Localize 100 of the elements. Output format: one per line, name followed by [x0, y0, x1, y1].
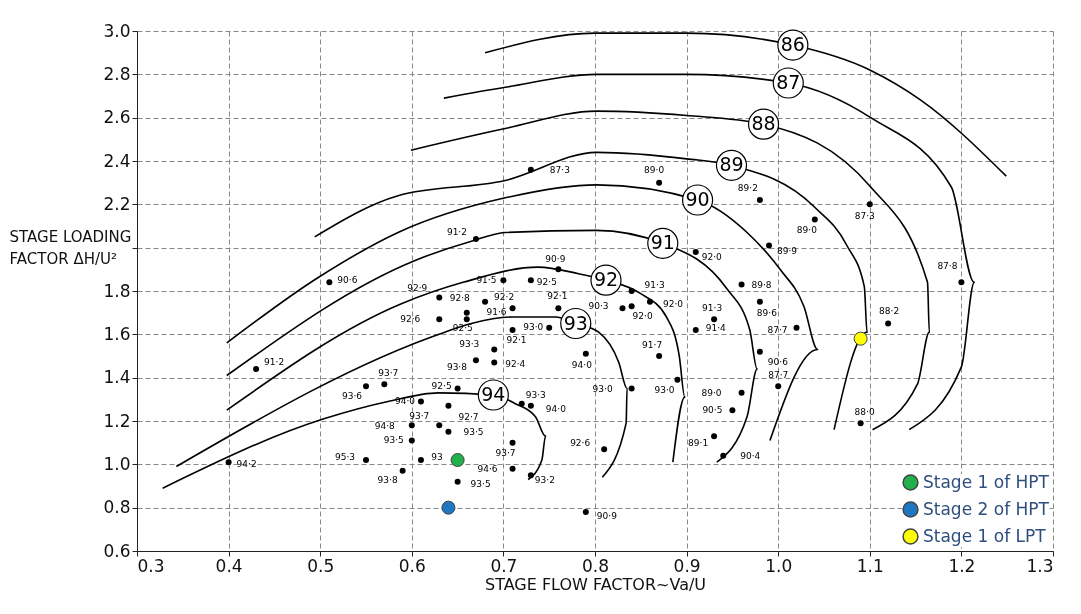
annotation: 93·6 [341, 391, 363, 402]
y-tick-label: 1.8 [103, 280, 131, 301]
annotation: 93·2 [534, 475, 555, 486]
y-tick-label: 2.2 [103, 193, 131, 214]
annotation: 92·5 [536, 277, 557, 288]
y-tick-label: 1.0 [103, 453, 131, 474]
series-label: 94 [481, 383, 506, 405]
x-tick-label: 0.9 [673, 555, 701, 576]
annotation: 89·0 [796, 224, 818, 235]
annotation: 92·5 [431, 380, 452, 391]
annotation: 87·7 [767, 324, 788, 335]
annotation: 87·7 [768, 370, 789, 381]
point [853, 331, 868, 346]
annotation: 93·8 [377, 474, 398, 485]
annotation: 93·0 [523, 321, 544, 332]
annotation: 92·0 [632, 311, 653, 322]
y-tick-label: 0.6 [103, 540, 131, 561]
annotation: 93·0 [592, 383, 613, 394]
x-tick-label: 0.3 [137, 555, 165, 576]
annotation: 89·1 [688, 438, 709, 449]
annotation: 87·3 [549, 164, 570, 175]
series-label: 92 [593, 268, 619, 291]
annotation: 87·3 [854, 211, 875, 222]
annotation: 93·5 [383, 434, 404, 445]
annotation: 89·8 [751, 279, 772, 290]
x-tick-label: 1.2 [948, 555, 976, 576]
annotation: 93·7 [409, 411, 430, 422]
annotation: 92·6 [570, 438, 591, 449]
series-label: 89 [719, 153, 744, 176]
annotation: 89·2 [737, 183, 758, 193]
annotation: 90·9 [545, 254, 566, 265]
annotation: 94·0 [394, 395, 416, 406]
annotation: 87·8 [937, 261, 958, 272]
series-label: 91 [650, 231, 675, 254]
y-tick-label: 2.8 [103, 63, 131, 84]
annotation: 89·0 [644, 164, 665, 175]
annotation: 88·2 [879, 305, 900, 316]
annotation: 92·0 [662, 298, 684, 309]
annotation: 92·0 [701, 252, 723, 262]
annotation: 90·9 [596, 511, 618, 521]
annotation: 92·1 [547, 291, 568, 302]
annotation: 94·8 [374, 421, 396, 432]
annotation: 93·0 [654, 384, 675, 395]
annotation: 92·4 [505, 358, 526, 369]
annotation: 90·6 [767, 356, 789, 367]
annotation: 92·6 [400, 314, 421, 325]
series-label: 90 [685, 188, 710, 210]
annotation: 91·2 [264, 357, 285, 367]
y-tick-label: 1.2 [103, 410, 131, 431]
annotation: 92·7 [458, 411, 479, 422]
legend-label: Stage 1 of HPT [923, 471, 1050, 492]
annotation: 92·1 [506, 335, 527, 345]
y-tick-label: 2.4 [103, 150, 131, 171]
point [441, 500, 456, 515]
x-axis-title: STAGE FLOW FACTOR~Va/U [484, 574, 707, 594]
annotation: 94·2 [236, 459, 257, 470]
y-axis-title: STAGE LOADING FACTOR ΔH/U² [9, 227, 132, 268]
legend-label: Stage 1 of LPT [923, 525, 1047, 546]
annotation: 92·8 [449, 292, 471, 303]
annotation: 93·8 [446, 362, 468, 373]
annotation: 92·2 [494, 291, 515, 302]
x-tick-label: 0.4 [215, 555, 243, 576]
x-tick-label: 1.3 [1026, 555, 1054, 576]
annotation: 94·0 [571, 359, 593, 370]
annotation: 89·6 [756, 307, 778, 318]
annotation: 89·0 [701, 387, 722, 398]
annotation: 93·3 [459, 338, 480, 349]
x-tick-label: 0.6 [398, 555, 426, 576]
annotation: 90·3 [588, 301, 609, 312]
series-label: 93 [563, 311, 588, 334]
annotation: 94·0 [545, 403, 567, 414]
x-tick-label: 0.8 [581, 555, 610, 576]
annotation: 92·9 [407, 282, 428, 293]
x-tick-label: 1.1 [856, 555, 884, 576]
annotation: 94·6 [477, 463, 498, 474]
x-tick-label: 0.7 [490, 555, 518, 576]
annotation: 91·6 [486, 307, 507, 318]
annotation: 91·2 [446, 227, 467, 237]
series-label: 87 [776, 71, 801, 93]
series-label: 86 [780, 33, 805, 56]
annotation: 91·3 [644, 280, 665, 290]
x-tick-label: 0.5 [307, 555, 335, 576]
annotation: 95·3 [334, 452, 356, 462]
annotation: 93·7 [495, 447, 516, 458]
x-tick-label: 1.0 [765, 555, 793, 576]
legend-label: Stage 2 of HPT [923, 498, 1050, 519]
annotation: 90·6 [337, 275, 358, 286]
y-tick-label: 0.8 [103, 497, 131, 518]
annotation: 93·5 [463, 426, 484, 437]
annotation: 90·5 [702, 405, 723, 416]
annotation: 93·5 [470, 478, 491, 489]
series-label: 88 [751, 112, 776, 135]
y-tick-label: 1.4 [103, 367, 131, 388]
annotation: 93 [431, 452, 443, 462]
y-tick-label: 3.0 [103, 20, 131, 41]
annotation: 91·7 [642, 340, 663, 350]
y-tick-label: 2.6 [103, 107, 131, 128]
annotation: 91·4 [705, 323, 727, 333]
annotation: 91·3 [702, 303, 723, 314]
point [450, 452, 465, 468]
